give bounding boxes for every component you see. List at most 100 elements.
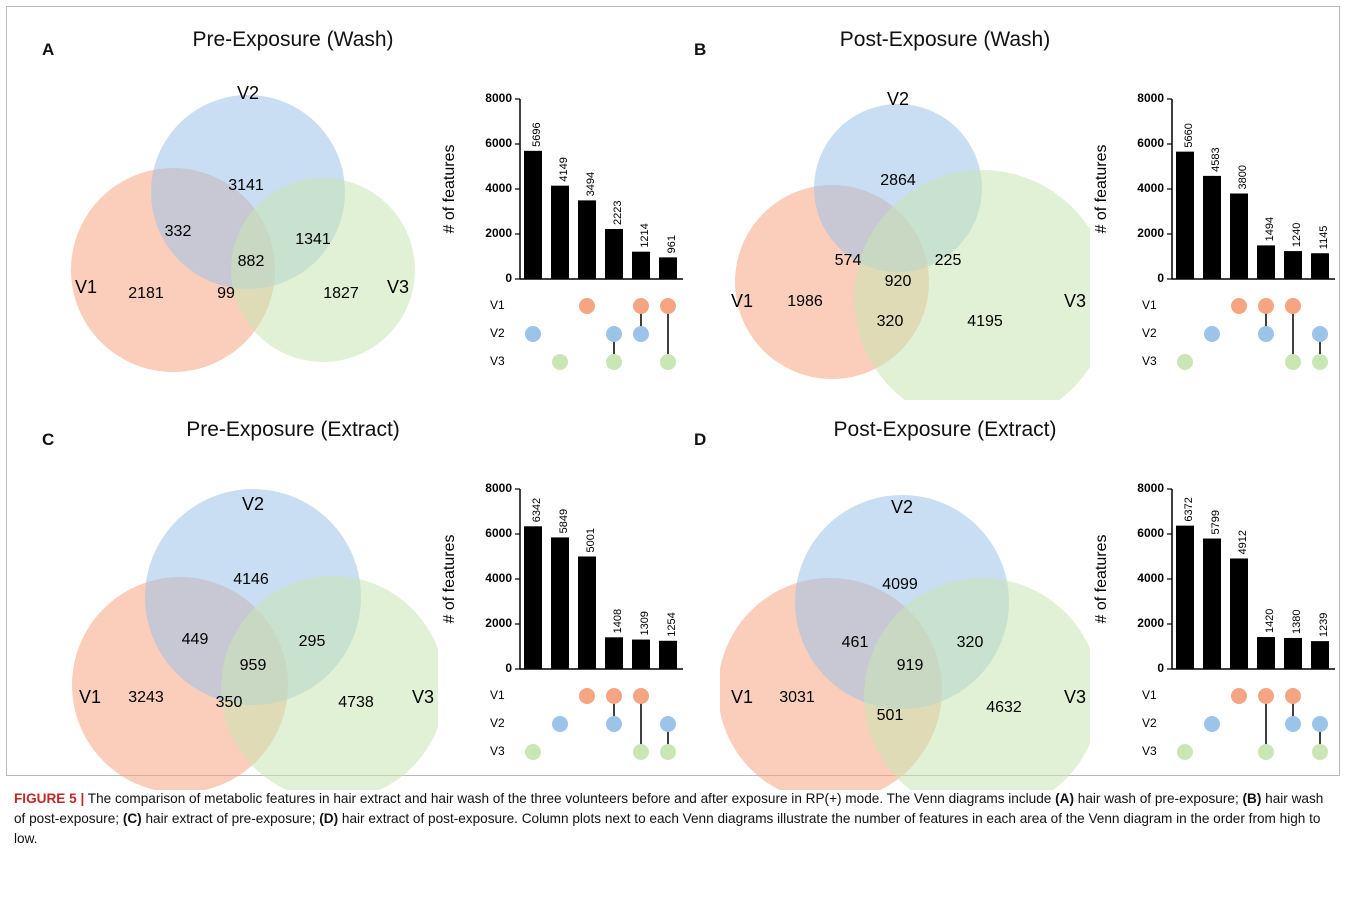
bar [605,228,623,279]
matrix-dot-v2 [660,716,676,732]
matrix-row-label: V3 [1142,354,1157,368]
y-tick-label: 8000 [1137,91,1164,105]
set-label-v2: V2 [242,494,264,514]
bar-data-label: 1420 [1264,609,1276,633]
matrix-dot-v2 [1258,326,1274,342]
venn-diagram: V1 V2 V3 1986 2864 4195 574 225 320 920 [731,89,1090,400]
region-v2-v3: 225 [935,252,962,269]
region-v1-v3: 501 [877,707,904,724]
bar [1230,193,1248,279]
region-v2-only: 3141 [228,177,264,194]
venn-circle-v3 [231,178,415,362]
region-v3-only: 4195 [967,313,1003,330]
bar [524,526,542,669]
bar-data-label: 961 [666,235,678,253]
venn-circle-v3 [221,576,438,790]
bar-data-label: 1408 [612,609,624,633]
caption-ref-c: (C) [122,811,142,826]
matrix-row-label: V2 [490,716,505,730]
y-tick-label: 4000 [1137,571,1164,585]
y-axis-title: # of features [1093,145,1110,234]
upset-bar-chart: # of features 0 2000 4000 6000 8000 5696 4149 34… [441,91,683,370]
bar [1176,151,1194,279]
y-tick-label: 6000 [485,136,512,150]
panel-label: D [694,430,707,449]
matrix-row-label: V1 [490,688,505,702]
matrix-dot-v1 [1258,688,1274,704]
panel-a: A Pre-Exposure (Wash) V1 V2 V3 2181 3141 1827… [28,20,688,400]
region-v2-only: 4099 [882,576,918,593]
venn-diagram: V1 V2 V3 3031 4099 4632 461 320 501 919 [720,495,1090,790]
matrix-row-label: V2 [1142,716,1157,730]
panel-c: C Pre-Exposure (Extract) V1 V2 V3 3243 4146 4… [28,410,688,790]
y-tick-label: 8000 [485,91,512,105]
region-v3-only: 4738 [338,694,374,711]
y-tick-label: 0 [505,661,512,675]
bar [605,637,623,669]
matrix-row-label: V2 [1142,326,1157,340]
region-v1-only: 1986 [787,293,823,310]
matrix-dot-v2 [1312,716,1328,732]
matrix-dot-v3 [525,744,541,760]
caption-ref-d: (D) [319,811,339,826]
caption-text: hair wash of post-exposure; [14,791,1324,826]
region-v1-v2: 461 [842,634,869,651]
y-tick-label: 2000 [1137,616,1164,630]
set-label-v2: V2 [891,497,913,517]
bar-data-label: 2223 [612,200,624,224]
bar [578,200,596,279]
region-v1-v2: 574 [835,252,862,269]
panel-label: B [694,40,707,59]
bar-data-label: 1309 [639,611,651,635]
matrix-dot-v2 [1204,716,1220,732]
y-tick-label: 0 [505,271,512,285]
region-v2-only: 2864 [880,172,916,189]
bar [1176,525,1194,669]
y-tick-label: 4000 [485,181,512,195]
matrix-dot-v1 [1258,298,1274,314]
matrix-dot-v3 [1258,744,1274,760]
bar [1284,637,1302,669]
bar [1257,637,1275,669]
panel-label: A [42,40,55,59]
venn-title: Post-Exposure (Extract) [833,418,1057,441]
bar [632,251,650,279]
region-v1-only: 3031 [779,689,815,706]
panel-label: C [42,430,55,449]
set-label-v1: V1 [731,687,753,707]
bar [551,185,569,279]
bar-data-label: 1145 [1318,226,1330,250]
y-tick-label: 6000 [485,526,512,540]
bar-data-label: 5001 [585,528,597,552]
bar-data-label: 1239 [1318,613,1330,637]
matrix-dot-v1 [1285,688,1301,704]
region-v1-v3: 99 [217,285,235,302]
upset-bar-chart: # of features 0 2000 4000 6000 8000 6372 5799 49… [1093,481,1335,760]
set-label-v1: V1 [731,291,753,311]
matrix-dot-v1 [1231,298,1247,314]
region-v1-v3: 320 [877,313,904,330]
venn-circle-v3 [864,578,1090,790]
matrix-dot-v3 [660,354,676,370]
caption-ref-a: (A) [1055,791,1075,806]
y-tick-label: 0 [1157,271,1164,285]
region-v1-v2: 332 [165,223,192,240]
upset-bar-chart: # of features 0 2000 4000 6000 8000 5660 4583 38… [1093,91,1335,370]
set-label-v3: V3 [412,687,434,707]
set-label-v3: V3 [1064,291,1086,311]
y-axis-title: # of features [1093,535,1110,624]
caption-text: hair wash of pre-exposure; [1074,791,1243,806]
matrix-dot-v3 [606,354,622,370]
matrix-row-label: V3 [490,354,505,368]
bar [659,640,677,669]
matrix-dot-v1 [606,688,622,704]
region-v1-v2: 449 [182,631,209,648]
region-v3-only: 4632 [986,699,1022,716]
bar [1230,558,1248,669]
y-tick-label: 4000 [485,571,512,585]
bar [578,556,596,669]
bar-data-label: 6342 [531,498,543,522]
bar [1284,251,1302,279]
y-axis-title: # of features [441,535,458,624]
matrix-dot-v1 [633,688,649,704]
